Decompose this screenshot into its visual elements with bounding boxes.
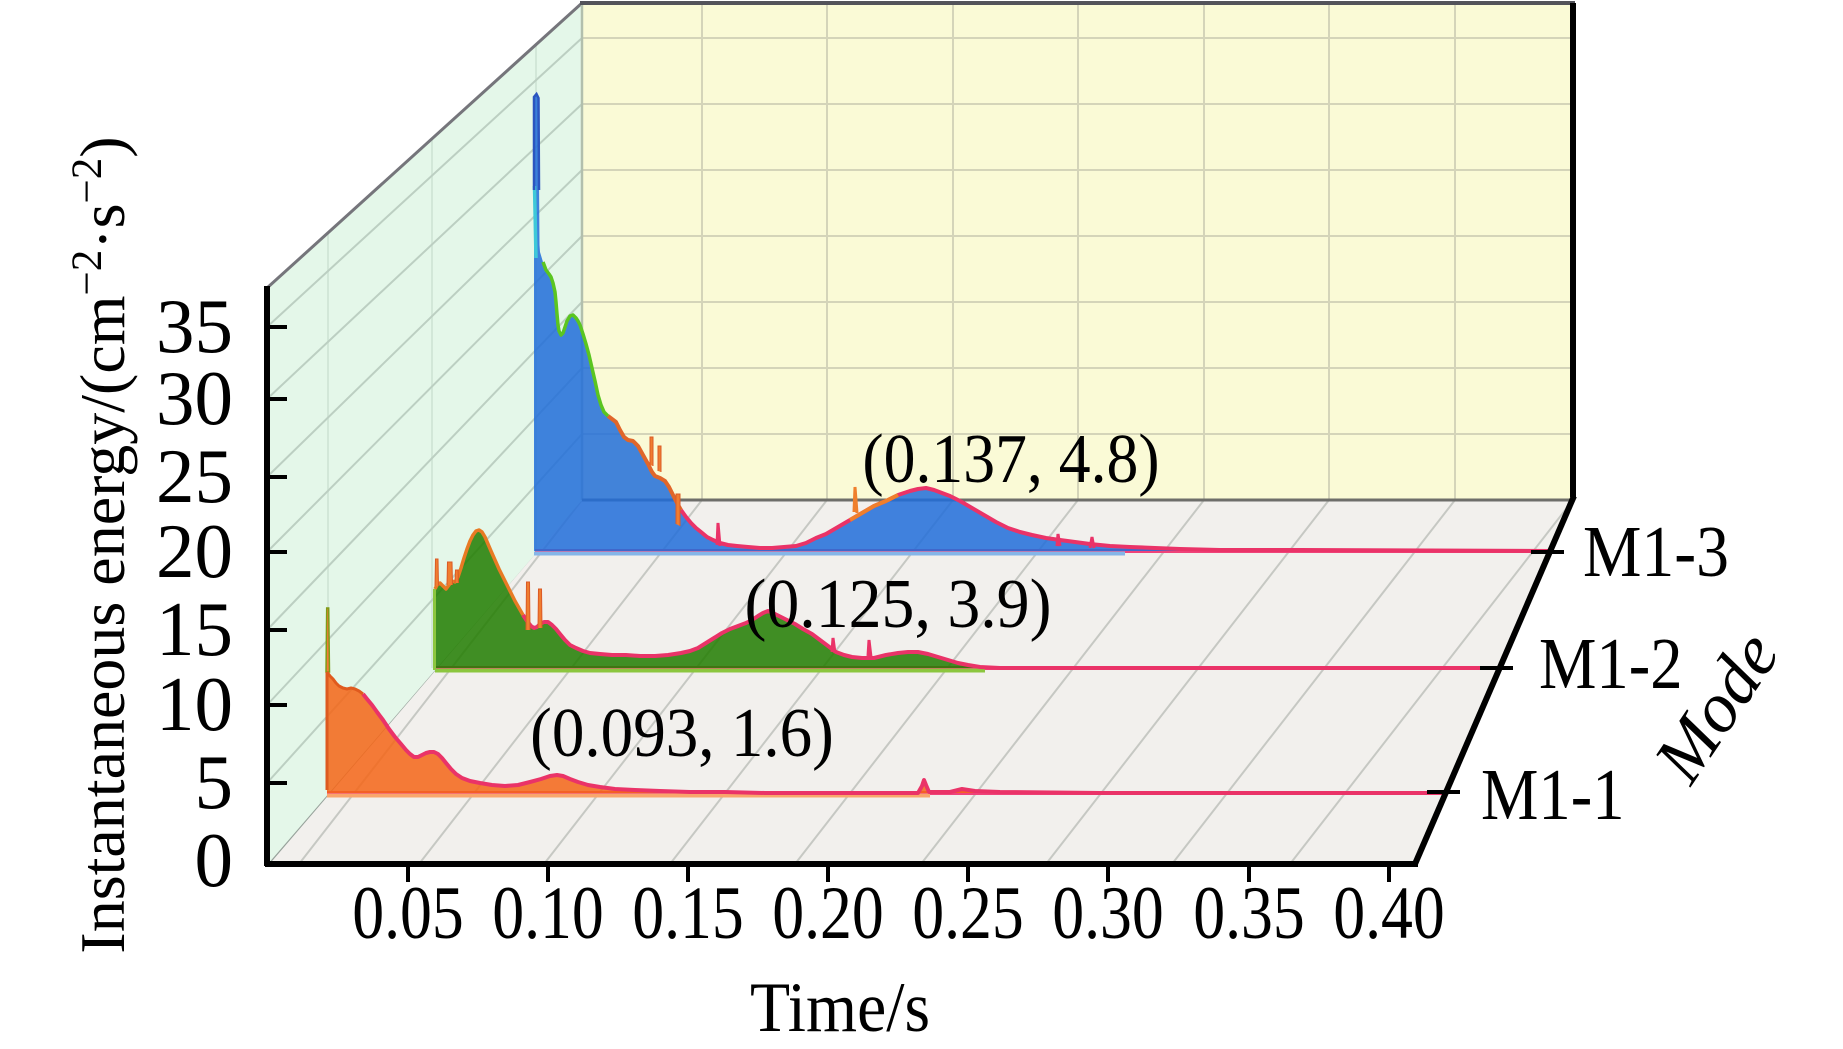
svg-text:0.05: 0.05: [352, 872, 464, 955]
svg-text:M1-2: M1-2: [1539, 623, 1683, 703]
svg-text:0.30: 0.30: [1052, 872, 1164, 955]
svg-text:0.15: 0.15: [632, 872, 744, 955]
svg-text:0: 0: [195, 817, 234, 903]
svg-text:(0.093, 1.6): (0.093, 1.6): [530, 694, 834, 772]
svg-text:5: 5: [195, 739, 234, 825]
svg-text:0.25: 0.25: [912, 872, 1024, 955]
svg-text:Time/s: Time/s: [750, 969, 930, 1047]
svg-text:(0.137, 4.8): (0.137, 4.8): [862, 420, 1159, 497]
svg-text:35: 35: [156, 283, 233, 369]
svg-text:Instantaneous energy/(cm−2·s−2: Instantaneous energy/(cm−2·s−2): [64, 136, 138, 953]
svg-text:M1-3: M1-3: [1583, 512, 1729, 593]
svg-text:0.35: 0.35: [1193, 872, 1305, 955]
svg-text:10: 10: [156, 661, 233, 747]
svg-text:15: 15: [156, 586, 233, 672]
svg-text:25: 25: [156, 433, 233, 519]
svg-text:(0.125, 3.9): (0.125, 3.9): [745, 564, 1052, 642]
svg-text:30: 30: [156, 355, 233, 441]
svg-text:20: 20: [156, 508, 233, 594]
svg-text:0.40: 0.40: [1333, 872, 1445, 955]
svg-text:0.10: 0.10: [492, 872, 604, 955]
svg-text:0.20: 0.20: [772, 872, 884, 955]
svg-text:M1-1: M1-1: [1481, 754, 1625, 834]
